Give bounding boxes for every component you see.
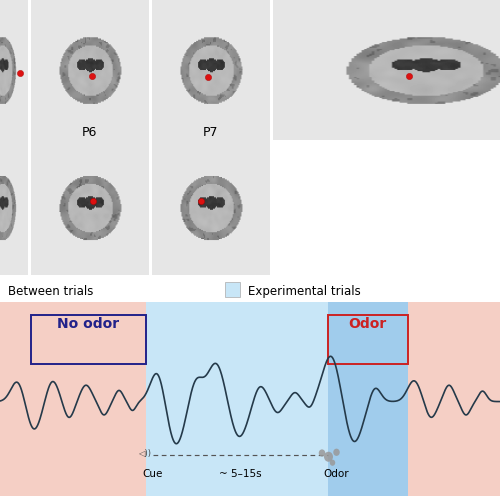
Ellipse shape: [324, 452, 333, 462]
Bar: [31, 302, 146, 496]
Bar: [31, 315, 146, 364]
Text: P7: P7: [203, 126, 218, 138]
Ellipse shape: [333, 448, 340, 456]
Bar: [225, 282, 240, 297]
Bar: [408, 302, 500, 496]
Bar: [328, 302, 407, 496]
Text: Odor: Odor: [348, 316, 387, 330]
Text: Cue: Cue: [142, 468, 163, 478]
Text: Experimental trials: Experimental trials: [248, 284, 360, 298]
Text: Between trials: Between trials: [8, 284, 93, 298]
Text: No odor: No odor: [58, 316, 120, 330]
Text: ◁)): ◁)): [138, 448, 151, 458]
Ellipse shape: [319, 450, 325, 456]
Bar: [328, 315, 407, 364]
Ellipse shape: [330, 460, 335, 466]
Text: P6: P6: [82, 126, 98, 138]
Bar: [0, 302, 31, 496]
Text: Odor: Odor: [324, 468, 349, 478]
Bar: [146, 302, 407, 496]
Text: ~ 5–15s: ~ 5–15s: [218, 468, 262, 478]
